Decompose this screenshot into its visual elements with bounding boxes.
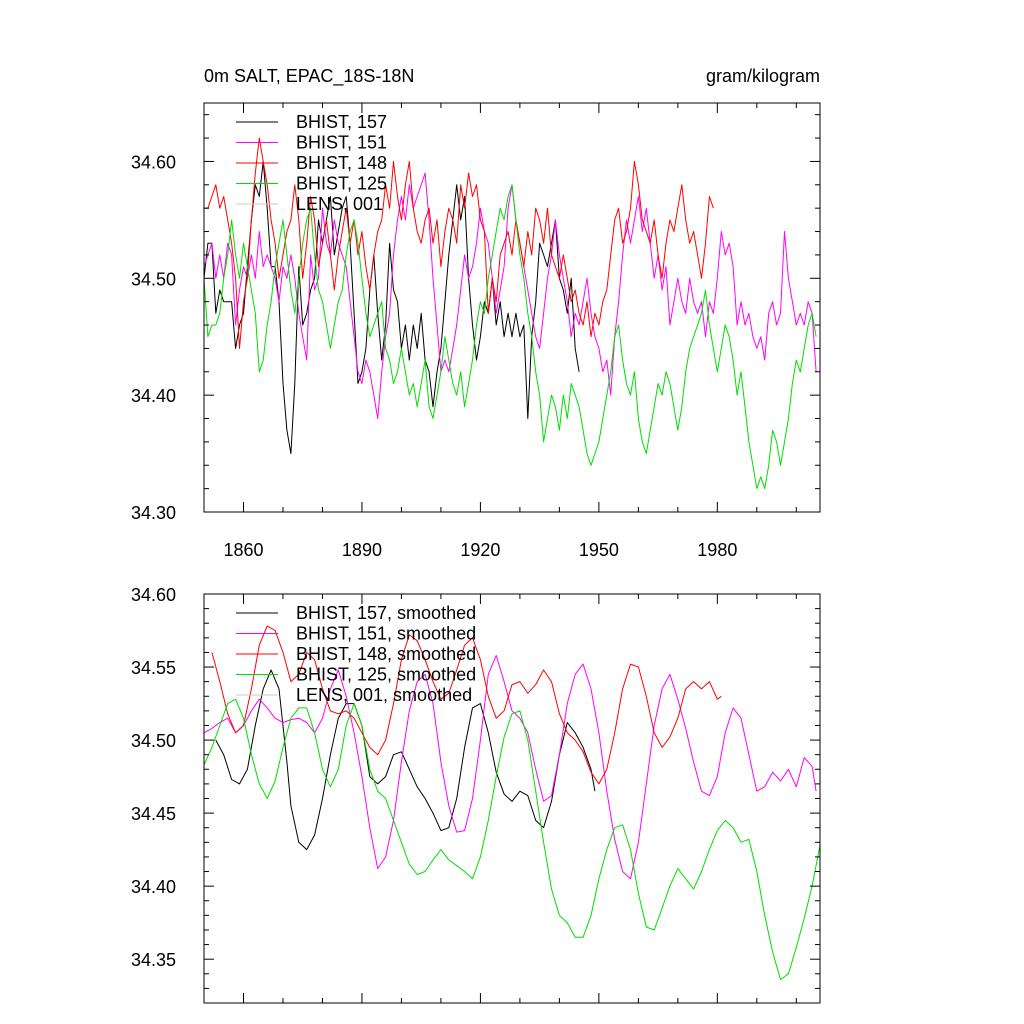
top-legend-label: LENS, 001	[296, 194, 383, 214]
bottom-plot-frame	[203, 593, 821, 1004]
top-y-tick-label: 34.50	[131, 269, 176, 289]
bottom-legend-label: BHIST, 148, smoothed	[296, 644, 476, 664]
top-y-tick-label: 34.60	[131, 152, 176, 172]
top-series-line-0	[203, 160, 580, 455]
top-series-line-1	[203, 172, 817, 419]
bottom-y-tick-label: 34.60	[131, 585, 176, 605]
bottom-series-line-0	[215, 669, 596, 851]
top-x-tick-label: 1860	[223, 540, 263, 560]
top-series-layer	[203, 137, 817, 490]
bottom-legend-label: BHIST, 157, smoothed	[296, 603, 476, 623]
bottom-legend-label: LENS, 001, smoothed	[296, 685, 472, 705]
bottom-y-tick-label: 34.40	[131, 877, 176, 897]
bottom-y-tick-label: 34.50	[131, 731, 176, 751]
bottom-panel: 34.35 34.40 34.45 34.50 34.55 34.60 BHIST, 15…	[131, 585, 821, 1004]
bottom-legend-label: BHIST, 151, smoothed	[296, 624, 476, 644]
top-y-tick-label: 34.40	[131, 386, 176, 406]
top-y-tick-label: 34.30	[131, 503, 176, 523]
bottom-ticks-layer: 34.35 34.40 34.45 34.50 34.55 34.60	[131, 585, 820, 1004]
top-legend-label: BHIST, 157	[296, 112, 387, 132]
top-plot-frame	[203, 102, 821, 513]
top-x-tick-label: 1950	[579, 540, 619, 560]
top-series-line-2	[204, 137, 714, 349]
top-panel: 0m SALT, EPAC_18S-18N gram/kilogram 1860…	[131, 66, 821, 560]
top-x-tick-label: 1980	[697, 540, 737, 560]
top-ticks-layer: 1860 1890 1920 1950 1980 34.30 34.40 34.50 34.60	[131, 103, 820, 560]
bottom-series-line-3	[203, 698, 821, 981]
top-x-tick-label: 1920	[460, 540, 500, 560]
bottom-series-line-1	[203, 654, 817, 880]
top-x-tick-label: 1890	[342, 540, 382, 560]
bottom-series-line-2	[211, 625, 722, 785]
top-legend-label: BHIST, 151	[296, 133, 387, 153]
top-legend-label: BHIST, 148	[296, 153, 387, 173]
bottom-legend-label: BHIST, 125, smoothed	[296, 665, 476, 685]
top-legend-label: BHIST, 125	[296, 174, 387, 194]
bottom-series-layer	[203, 625, 821, 981]
top-title-left: 0m SALT, EPAC_18S-18N	[204, 66, 414, 87]
bottom-y-tick-label: 34.45	[131, 804, 176, 824]
bottom-y-tick-label: 34.35	[131, 950, 176, 970]
top-series-line-3	[203, 184, 817, 490]
bottom-y-tick-label: 34.55	[131, 658, 176, 678]
top-title-right: gram/kilogram	[706, 66, 820, 86]
